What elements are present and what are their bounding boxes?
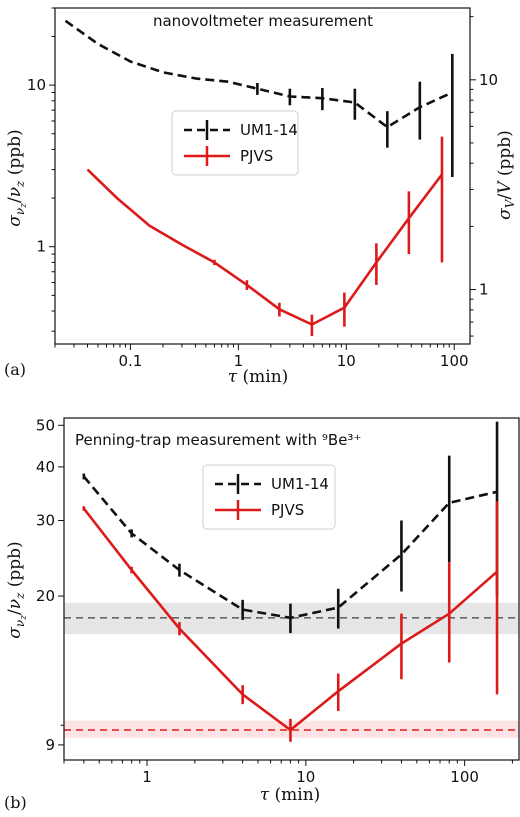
y-tick-label: 50 <box>36 416 55 434</box>
panel-b-letter: (b) <box>4 793 27 812</box>
y-tick-label: 10 <box>27 76 46 94</box>
legend-label-um1-14: UM1-14 <box>271 475 329 493</box>
panel-a-frame <box>54 7 471 345</box>
series-line-pjvs <box>86 168 444 326</box>
x-tick-label: 100 <box>440 352 469 370</box>
legend-marker-pjvs <box>184 146 230 166</box>
panel-b: 1 10 100 9 20 30 40 50 Penning-trap measurement… <box>4 416 520 812</box>
x-tick-label: 1 <box>142 768 152 786</box>
legend-frame <box>171 110 299 176</box>
legend-marker-um1-14 <box>184 120 230 140</box>
panel-a-legend: UM1-14 PJVS <box>171 110 299 176</box>
x-tick-label: 1 <box>234 352 244 370</box>
panel-a-y2label: σV/V (ppb) <box>495 130 517 220</box>
panel-a: 0.1 1 10 100 1 10 1 10 nanovoltmeter measuremen… <box>4 7 517 387</box>
panel-b-xlabel: τ (min) <box>260 785 321 805</box>
x-tick-label: 10 <box>337 352 356 370</box>
panel-a-annotation: nanovoltmeter measurement <box>153 12 373 30</box>
panel-a-xlabel: τ (min) <box>228 367 289 387</box>
panel-b-annotation: Penning-trap measurement with ⁹Be³⁺ <box>75 431 361 449</box>
x-tick-label: 10 <box>296 768 315 786</box>
panel-b-frame <box>63 417 520 761</box>
legend-label-um1-14: UM1-14 <box>240 121 298 139</box>
legend-label-pjvs: PJVS <box>271 501 304 519</box>
y2-tick-label: 1 <box>479 281 489 299</box>
legend-label-pjvs: PJVS <box>240 147 273 165</box>
y-tick-label: 1 <box>36 238 46 256</box>
y2-tick-label: 10 <box>479 71 498 89</box>
legend-marker-pjvs <box>215 500 261 520</box>
x-tick-label: 100 <box>450 768 479 786</box>
y-tick-label: 40 <box>36 458 55 476</box>
panel-b-ylabel: σνz/νz (ppb) <box>5 541 29 638</box>
legend-frame <box>202 464 336 530</box>
legend-marker-um1-14 <box>215 474 261 494</box>
panel-a-letter: (a) <box>4 360 26 379</box>
y-tick-label: 20 <box>36 587 55 605</box>
x-tick-label: 0.1 <box>119 352 143 370</box>
y-tick-label: 30 <box>36 512 55 530</box>
panel-b-legend: UM1-14 PJVS <box>202 464 336 530</box>
panel-a-ylabel: σνz/νz (ppb) <box>5 129 29 226</box>
y-tick-label: 9 <box>45 736 55 754</box>
